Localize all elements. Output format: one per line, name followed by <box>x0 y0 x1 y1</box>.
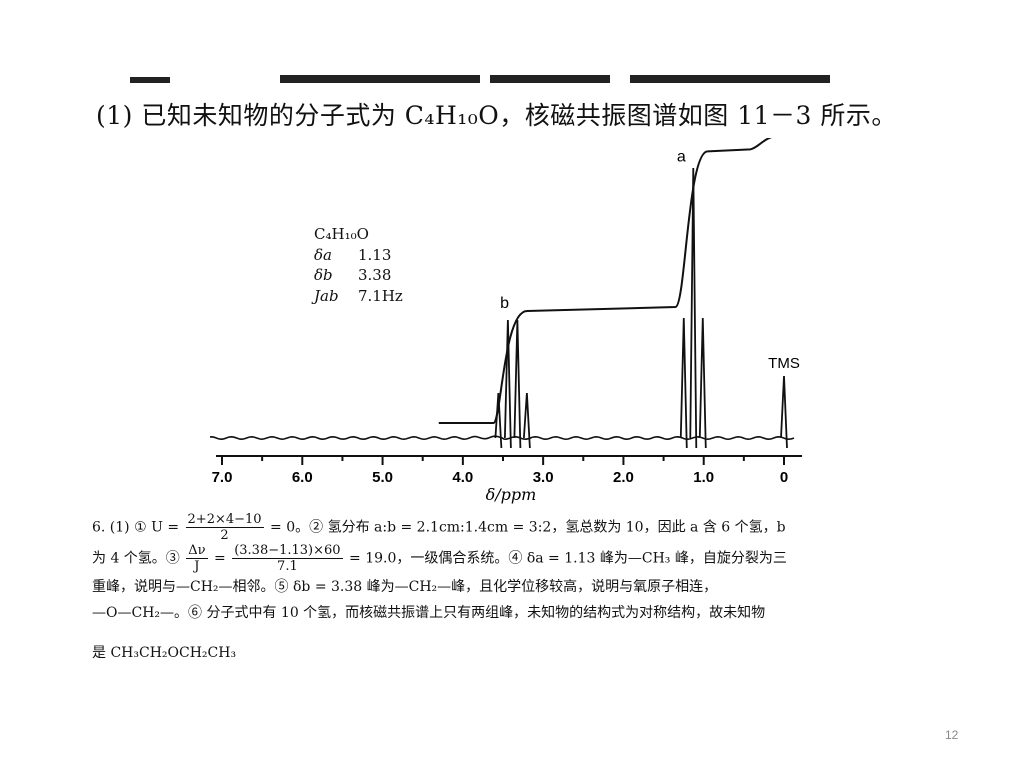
cut-off-text-line <box>92 715 272 723</box>
peak-label-b: b <box>500 295 509 312</box>
fraction-numerator: 2+2×4−10 <box>185 512 264 528</box>
cut-off-text-line <box>130 70 870 84</box>
x-tick-label: 2.0 <box>613 469 634 486</box>
annotation-value: 7.1Hz <box>358 286 403 305</box>
peak-line-a <box>698 317 707 449</box>
fraction: Δν J <box>186 543 208 574</box>
formula-label: C₄H₁₀O <box>314 225 369 243</box>
peak-label-a: a <box>677 148 686 165</box>
integral-curve <box>438 138 773 424</box>
annotation-value: 3.38 <box>358 266 392 284</box>
fraction-numerator: (3.38−1.13)×60 <box>232 543 343 559</box>
solution-line: —O—CH₂—。⑥ 分子式中有 10 个氢，而核磁共振谱上只有两组峰，未知物的结… <box>92 605 766 621</box>
x-tick-label: 7.0 <box>212 469 233 486</box>
peak-line-b <box>503 319 512 449</box>
question-text: (1) 已知未知物的分子式为 C₄H₁₀O，核磁共振图谱如图 11－3 所示。 <box>96 101 897 130</box>
fraction: 2+2×4−10 2 <box>185 512 264 543</box>
x-axis: 7.0 6.0 5.0 4.0 3.0 2.0 1.0 0 <box>212 455 802 486</box>
solution-line: 为 4 个氢。③ Δν J = (3.38−1.13)×60 7.1 = 19.… <box>92 543 787 574</box>
peak-labels: b a TMS <box>500 148 800 372</box>
x-tick-label: 3.0 <box>533 469 554 486</box>
x-tick-label: 5.0 <box>372 469 393 486</box>
solution-fragment: = 0。② 氢分布 a:b = 2.1cm:1.4cm = 3:2，氢总数为 1… <box>270 519 786 536</box>
fraction-denominator: 2 <box>220 528 229 543</box>
annotation-row: δa 1.13 <box>314 245 403 266</box>
nmr-spectrum: 7.0 6.0 5.0 4.0 3.0 2.0 1.0 0 b a TMS δ/ppm <box>209 138 802 504</box>
x-tick-label: 0 <box>780 469 788 486</box>
peak-line-b <box>494 392 503 449</box>
peak-line-b <box>513 319 522 449</box>
peak-label-TMS: TMS <box>768 355 800 372</box>
annotation-row: δb 3.38 <box>314 265 403 286</box>
solution-line: 是 CH₃CH₂OCH₂CH₃ <box>92 645 237 661</box>
fraction-denominator: 7.1 <box>277 559 298 574</box>
annotation-symbol: Jab <box>314 286 339 305</box>
peak-line-a <box>679 317 688 449</box>
x-axis-label: δ/ppm <box>486 485 537 504</box>
spectrum-trace <box>209 167 795 449</box>
integral-line <box>438 138 773 424</box>
annotation-row: Jab 7.1Hz <box>314 286 403 307</box>
x-tick-label: 1.0 <box>693 469 714 486</box>
fraction-denominator: J <box>194 559 200 574</box>
annotation-symbol: δa <box>314 245 332 264</box>
solution-line: 6. (1) ① U = 2+2×4−10 2 = 0。② 氢分布 a:b = … <box>92 512 922 543</box>
peak-line-a <box>689 167 698 449</box>
annotation-symbol: δb <box>314 266 333 284</box>
peak-line-TMS <box>780 375 788 449</box>
x-tick-label: 4.0 <box>452 469 473 486</box>
annotation-value: 1.13 <box>358 245 392 264</box>
peak-line-b <box>522 392 531 449</box>
solution-line: 重峰，说明与—CH₂—相邻。⑤ δb = 3.38 峰为—CH₂—峰，且化学位移… <box>92 579 718 595</box>
solution-fragment: 6. (1) ① U = <box>92 519 180 536</box>
spectrum-annotation: C₄H₁₀O δa 1.13 δb 3.38 Jab 7.1Hz <box>314 224 403 306</box>
page-number: 12 <box>945 728 959 742</box>
solution-fragment: = 19.0，一级偶合系统。④ δa = 1.13 峰为—CH₃ 峰，自旋分裂为… <box>349 550 787 567</box>
fraction-numerator: Δν <box>186 543 208 559</box>
solution-fragment: 为 4 个氢。③ <box>92 550 180 567</box>
x-tick-label: 6.0 <box>292 469 313 486</box>
fraction: (3.38−1.13)×60 7.1 <box>232 543 343 574</box>
solution-text: 6. (1) ① U = 2+2×4−10 2 = 0。② 氢分布 a:b = … <box>92 512 922 666</box>
